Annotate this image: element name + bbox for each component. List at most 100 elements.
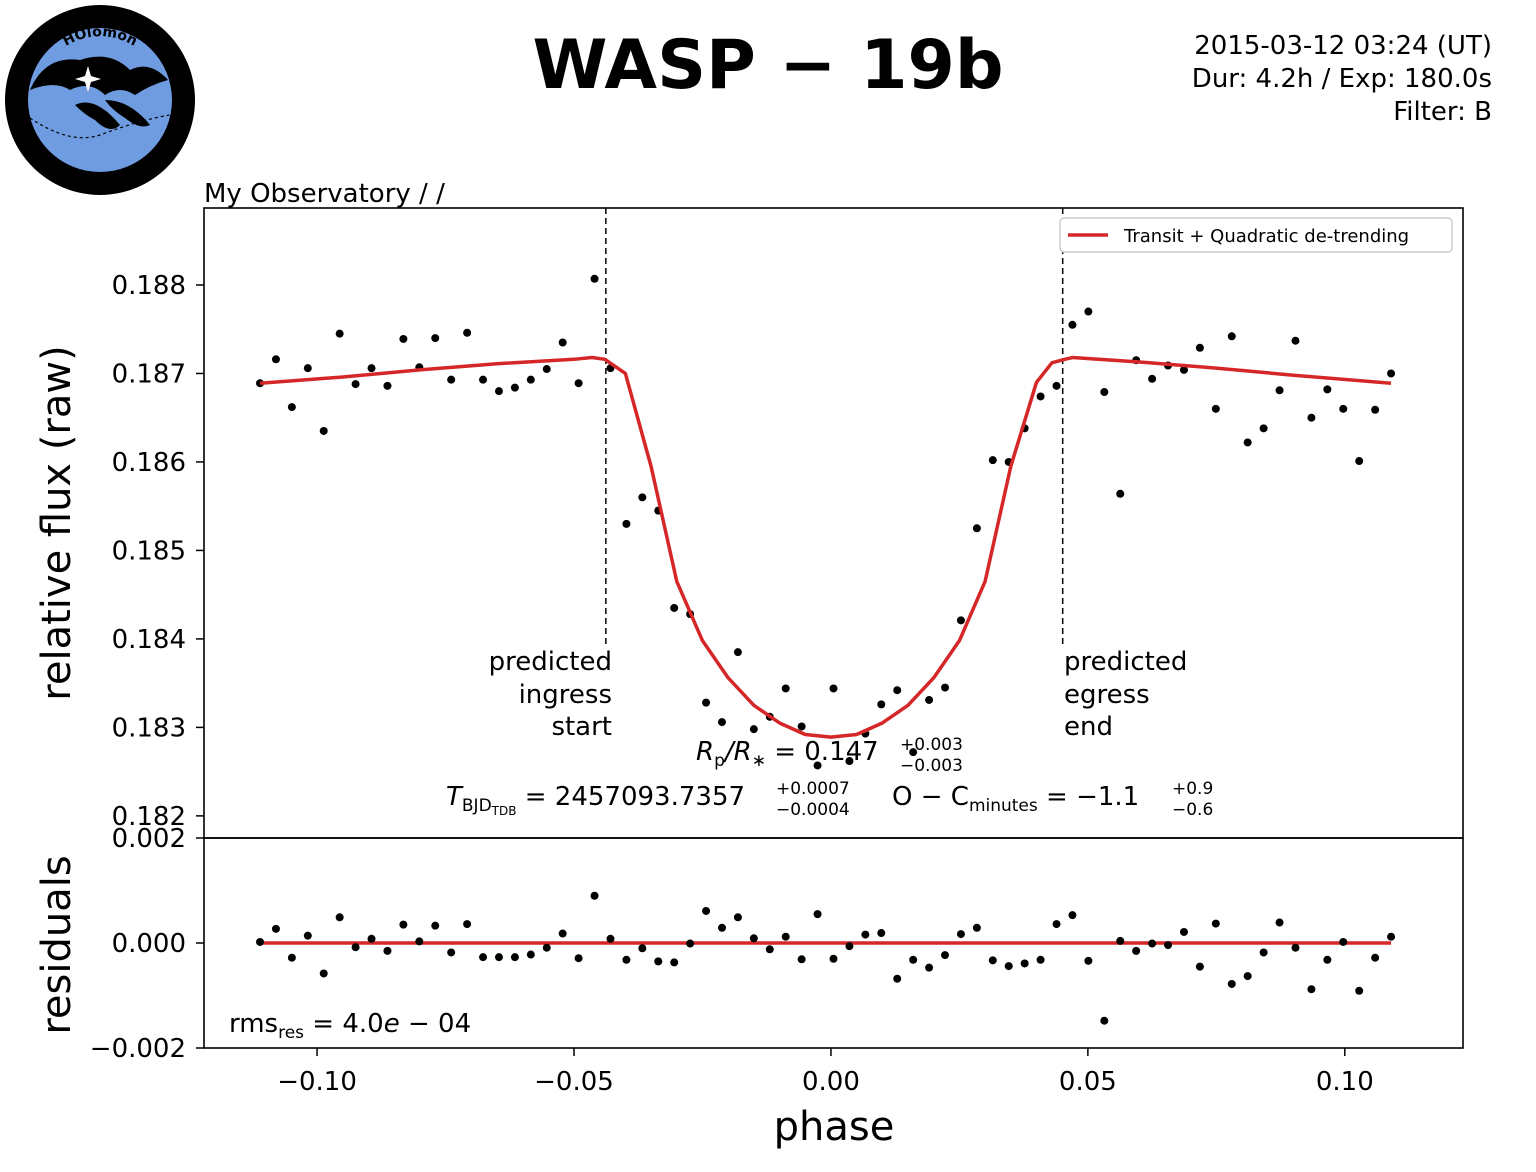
observation-point	[479, 375, 488, 384]
residual-point	[988, 956, 997, 965]
residual-point	[367, 934, 376, 943]
logo-peninsula-1-icon	[75, 102, 120, 129]
residual-point	[1179, 927, 1188, 936]
observation-point	[1387, 369, 1396, 378]
egress-label-2: egress	[1064, 680, 1150, 710]
logo-field	[28, 28, 172, 172]
observation-point	[590, 274, 599, 283]
observation-point	[670, 603, 679, 612]
observation-point	[367, 364, 376, 373]
observation-point	[925, 695, 934, 704]
observation-point	[845, 757, 854, 766]
observation-point	[909, 748, 918, 757]
observation-point	[956, 616, 965, 625]
residual-point	[1052, 920, 1061, 929]
observation-point	[1068, 320, 1077, 329]
observation-point	[1036, 392, 1045, 401]
egress-label-3: end	[1064, 712, 1113, 742]
observation-point	[510, 383, 519, 392]
residual-point	[622, 955, 631, 964]
legend: Transit + Quadratic de-trending	[1059, 217, 1453, 253]
residual-points	[256, 891, 1396, 1025]
residual-point	[1116, 936, 1125, 945]
observation-point	[638, 493, 647, 502]
main-y-tick-label: 0.182	[112, 802, 186, 832]
observation-points	[256, 274, 1396, 770]
residual-point	[956, 930, 965, 939]
residuals-y-tick-label: −0.002	[90, 1034, 186, 1064]
tbjd-minus-error: −0.0004	[776, 800, 850, 820]
residual-point	[1259, 948, 1268, 957]
residual-point	[1339, 937, 1348, 946]
residual-point	[271, 924, 280, 933]
observation-point	[972, 524, 981, 533]
residual-point	[431, 921, 440, 930]
observatory-label: My Observatory / /	[204, 179, 445, 209]
residual-point	[1132, 946, 1141, 955]
x-tick-label: 0.05	[1059, 1067, 1117, 1097]
residual-point	[1371, 953, 1380, 962]
observation-point	[893, 686, 902, 695]
residual-point	[686, 939, 695, 948]
tbjd-text: TBJDTDB = 2457093.7357	[446, 782, 745, 818]
observation-point	[335, 329, 344, 338]
residual-point	[463, 920, 472, 929]
holomon-logo: HOlomon Photometric Software	[5, 5, 195, 195]
residual-point	[1164, 941, 1173, 950]
rp-ratio-text: Rp/R∗ = 0.147	[696, 737, 879, 771]
residual-point	[765, 945, 774, 954]
residual-point	[781, 932, 790, 941]
logo-dashed-line-icon	[29, 114, 171, 139]
observation-point	[988, 456, 997, 465]
main-y-tick-label: 0.188	[112, 271, 186, 301]
rms-text: rmsres = 4.0e − 04	[229, 1009, 471, 1043]
residual-point	[1387, 932, 1396, 941]
residual-point	[893, 974, 902, 983]
residual-point	[797, 955, 806, 964]
residual-point	[590, 891, 599, 900]
main-y-tick-label: 0.185	[112, 536, 186, 566]
rp-minus-error: −0.003	[900, 756, 963, 776]
residual-point	[702, 906, 711, 915]
observation-filter: Filter: B	[1393, 97, 1492, 127]
residual-point	[256, 937, 265, 946]
residual-point	[654, 957, 663, 966]
residual-point	[558, 929, 567, 938]
residual-point	[1275, 918, 1284, 927]
observation-point	[877, 700, 886, 709]
observation-point	[797, 722, 806, 731]
chart-title: WASP − 19b	[532, 26, 1003, 105]
residual-point	[717, 923, 726, 932]
main-y-tick-label: 0.187	[112, 359, 186, 389]
observation-point	[463, 328, 472, 337]
observation-point	[733, 648, 742, 657]
ingress-label-3: start	[551, 712, 612, 742]
residuals-y-axis-label: residuals	[34, 855, 80, 1034]
observation-point	[431, 334, 440, 343]
residual-point	[1068, 911, 1077, 920]
residual-point	[909, 955, 918, 964]
observation-point	[1084, 307, 1093, 316]
residual-point	[845, 942, 854, 951]
residual-point	[1100, 1016, 1109, 1025]
residuals-y-tick-label: 0.000	[112, 929, 186, 959]
residual-point	[319, 969, 328, 978]
main-y-tick-label: 0.186	[112, 448, 186, 478]
observation-point	[1195, 343, 1204, 352]
main-panel: 0.182 0.183 0.184 0.185 0.186 0.187 0.188 pred…	[112, 207, 1464, 839]
residual-point	[415, 937, 424, 946]
observation-point	[717, 718, 726, 727]
residual-point	[335, 913, 344, 922]
observation-point	[574, 379, 583, 388]
residual-point	[574, 954, 583, 963]
egress-label-1: predicted	[1064, 647, 1187, 677]
oc-plus-error: +0.9	[1172, 779, 1213, 799]
residual-point	[542, 943, 551, 952]
residual-point	[861, 930, 870, 939]
observation-point	[526, 375, 535, 384]
logo-star-icon	[75, 66, 101, 92]
residual-point	[479, 953, 488, 962]
observation-point	[1227, 332, 1236, 341]
residual-point	[1148, 939, 1157, 948]
residual-point	[749, 934, 758, 943]
